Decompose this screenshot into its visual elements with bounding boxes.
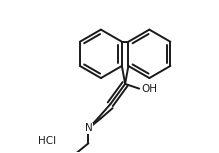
Text: HCl: HCl <box>38 136 56 146</box>
Text: OH: OH <box>141 84 157 94</box>
Text: N: N <box>85 123 92 133</box>
